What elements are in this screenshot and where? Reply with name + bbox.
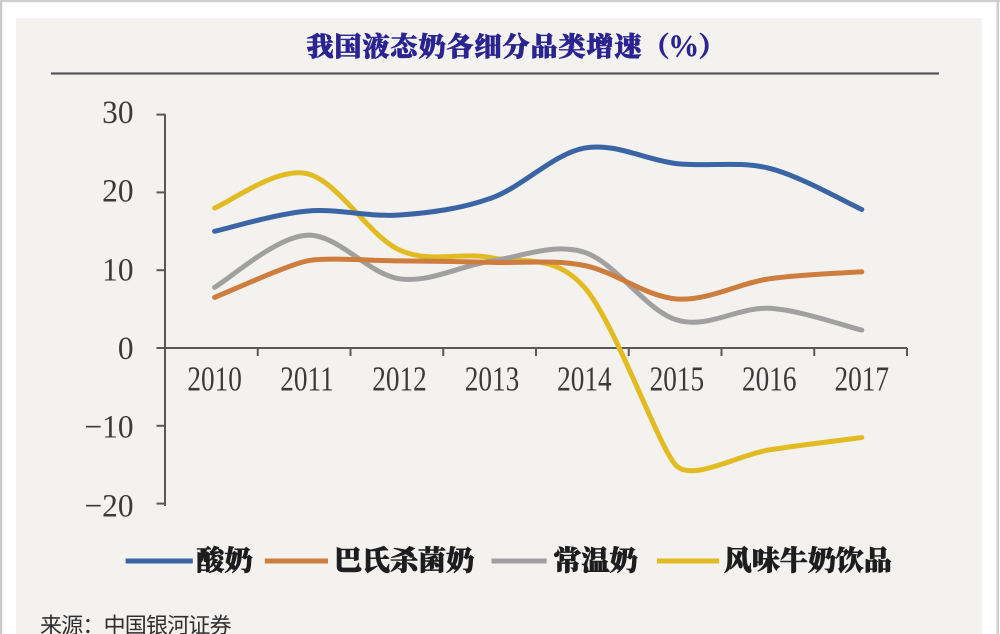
svg-text:−20: −20 — [84, 487, 133, 524]
svg-text:2016: 2016 — [742, 359, 796, 398]
svg-text:2011: 2011 — [280, 359, 333, 398]
svg-text:20: 20 — [102, 172, 133, 209]
svg-text:0: 0 — [118, 329, 134, 366]
svg-text:2012: 2012 — [372, 359, 426, 398]
svg-text:2015: 2015 — [650, 359, 704, 398]
svg-text:−10: −10 — [84, 408, 133, 445]
svg-text:2010: 2010 — [187, 359, 241, 398]
svg-text:30: 30 — [102, 93, 133, 130]
svg-text:10: 10 — [102, 251, 133, 288]
svg-text:2013: 2013 — [465, 359, 519, 398]
svg-text:2017: 2017 — [835, 359, 889, 398]
svg-text:2014: 2014 — [557, 359, 612, 398]
